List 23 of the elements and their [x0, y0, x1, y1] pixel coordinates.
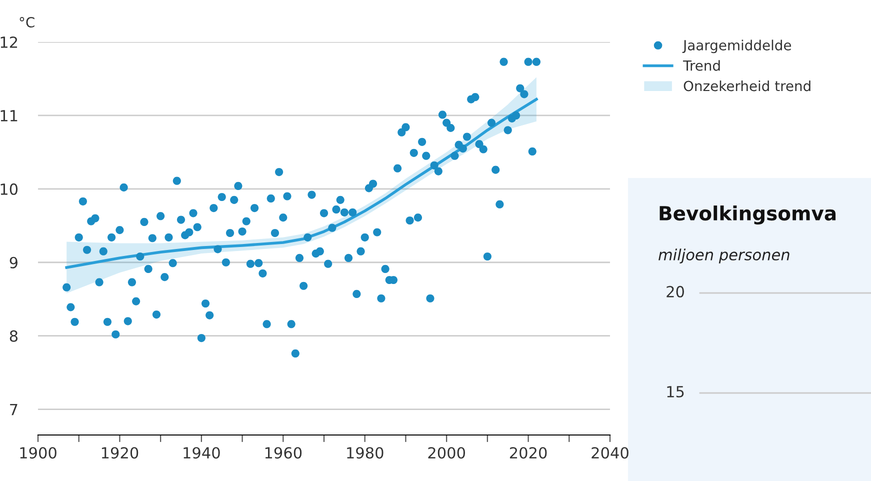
x-tick-label: 2020	[510, 447, 547, 459]
y-tick-label: 9	[10, 256, 18, 268]
y-tick-label: 10	[0, 183, 18, 195]
line-series	[65, 98, 538, 269]
y-axis-title: °C	[20, 17, 34, 28]
y-tick-label: 8	[10, 330, 18, 342]
x-tick-label: 1940	[184, 447, 220, 459]
text: miljoen personen	[658, 248, 790, 264]
legend-label: Trend	[683, 60, 720, 71]
y-tick-label: 7	[10, 404, 18, 416]
legend-label: Jaargemiddelde	[682, 40, 792, 54]
x-tick-label: 1980	[347, 447, 384, 459]
text: 20	[666, 286, 684, 298]
x-tick-label: 2040	[592, 447, 628, 459]
y-tick-label: 11	[0, 110, 18, 122]
x-tick-label: 2000	[428, 447, 465, 459]
y-tick-label: 12	[0, 36, 18, 48]
x-tick-label: 1960	[265, 447, 302, 459]
text: 15	[667, 386, 684, 398]
x-tick-label: 1900	[20, 447, 56, 459]
x-tick-label: 1920	[102, 447, 138, 459]
text: Onzekerheid trend	[684, 80, 810, 92]
text: Bevolkingsomva	[660, 206, 836, 224]
